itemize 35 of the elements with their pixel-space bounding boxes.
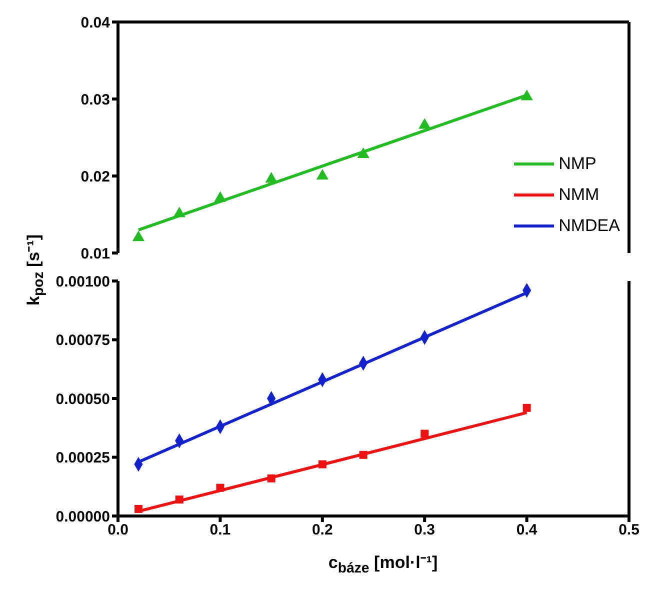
- x-tick-label: 0.5: [618, 522, 640, 539]
- point: [216, 484, 224, 492]
- text: NMDEA: [558, 216, 620, 235]
- y-tick-label: 0.00050: [56, 390, 110, 408]
- text: NMM: [558, 184, 600, 204]
- y-tick-label: 0.00025: [56, 450, 110, 467]
- point: [316, 168, 328, 180]
- point: [359, 450, 368, 459]
- y-tick-label: 0.02: [80, 168, 110, 186]
- point: [134, 504, 142, 513]
- point: [173, 206, 186, 218]
- y-tick-label: 0.00100: [56, 273, 110, 290]
- x-tick-label: 0.0: [108, 522, 128, 539]
- point: [318, 460, 326, 468]
- point: [418, 118, 431, 129]
- point: [214, 191, 226, 202]
- y-tick-label: 0.00075: [56, 332, 110, 350]
- point: [175, 496, 184, 504]
- point: [520, 90, 533, 100]
- point: [265, 172, 278, 183]
- y-tick-label: 0.01: [80, 245, 110, 262]
- point: [357, 147, 370, 158]
- point: [522, 404, 531, 412]
- x-tick-label: 0.3: [414, 522, 436, 539]
- x-tick-label: 0.2: [312, 522, 333, 539]
- x-axis-title: c$_{báze}$ [mol·l⁻¹]: [327, 552, 439, 576]
- y-tick-label: 0.03: [80, 91, 110, 108]
- x-tick-label: 0.1: [210, 522, 231, 539]
- point: [132, 230, 145, 242]
- legend-label: NMP: [558, 154, 596, 174]
- point: [267, 474, 276, 482]
- point: [420, 430, 429, 438]
- x-tick-label: 0.4: [516, 522, 538, 539]
- y-tick-label: 0.00000: [56, 508, 110, 526]
- y-tick-label: 0.04: [80, 14, 111, 32]
